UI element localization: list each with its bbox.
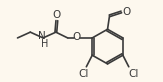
Text: Cl: Cl [78, 69, 89, 79]
Text: O: O [122, 7, 130, 17]
Text: N: N [38, 31, 46, 41]
Text: H: H [41, 39, 49, 49]
Text: O: O [72, 32, 81, 42]
Text: Cl: Cl [128, 69, 139, 79]
Text: O: O [53, 10, 61, 20]
